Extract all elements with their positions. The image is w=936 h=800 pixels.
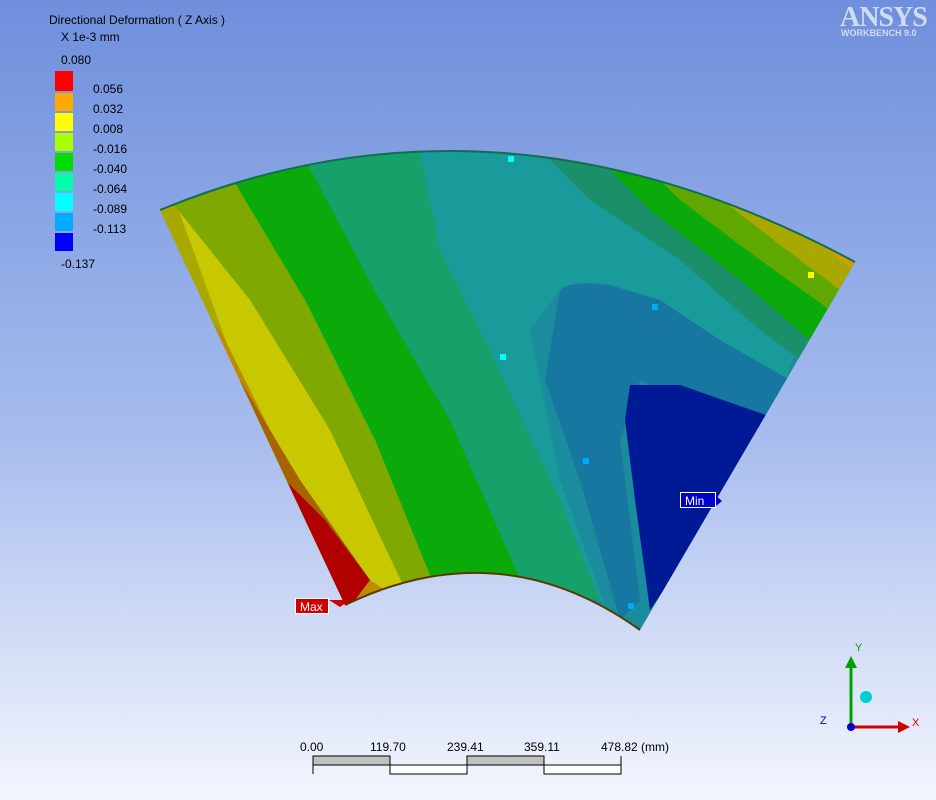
max-pointer — [329, 600, 350, 607]
band-sea-green — [300, 150, 600, 600]
legend-swatch-4 — [55, 153, 73, 171]
probe-marker — [652, 304, 658, 310]
probe-marker — [500, 354, 506, 360]
scale-tick-0: 0.00 — [300, 740, 324, 754]
legend-label-5: -0.064 — [93, 182, 128, 196]
legend-label-0: 0.056 — [93, 82, 124, 96]
scale-tick-2: 239.41 — [447, 740, 484, 754]
max-probe-label: Max — [295, 598, 329, 614]
band-right-yellow-green — [640, 160, 850, 310]
band-right-green — [580, 150, 840, 340]
sector-inner-edge — [344, 571, 641, 631]
triad-y-label: Y — [855, 642, 863, 654]
legend-swatch-7 — [55, 213, 73, 231]
band-yellow-olive — [160, 170, 440, 630]
workbench-version: WORKBENCH 9.0 — [841, 28, 917, 38]
legend-swatch-3 — [55, 133, 73, 151]
triad-iso-ball[interactable] — [860, 691, 872, 703]
legend-unit: X 1e-3 mm — [61, 30, 120, 44]
legend-label-7: -0.113 — [93, 222, 127, 236]
sector-outer-edge — [159, 149, 856, 263]
scale-tick-4: 478.82 (mm) — [601, 740, 670, 754]
probe-marker — [583, 458, 589, 464]
band-dark-teal — [520, 150, 830, 360]
legend-label-2: 0.008 — [93, 122, 124, 136]
scale-tick-3: 359.11 — [524, 740, 560, 754]
legend-swatch-0 — [55, 71, 73, 91]
probe-marker — [508, 156, 514, 162]
min-probe-label: Min — [680, 492, 716, 508]
scale-tick-1: 119.70 — [370, 740, 406, 754]
legend-label-4: -0.040 — [93, 162, 128, 176]
band-steel-blue — [545, 283, 790, 620]
legend-swatch-6 — [55, 193, 73, 211]
coordinate-triad[interactable] — [845, 656, 910, 733]
ansys-logo: ANSYS — [840, 2, 928, 33]
band-yellow-green — [170, 178, 440, 600]
scale-bar — [312, 755, 622, 775]
legend-max-value: 0.080 — [61, 53, 92, 67]
triad-z-label: Z — [820, 715, 827, 727]
legend-title: Directional Deformation ( Z Axis ) — [49, 13, 226, 27]
legend-label-6: -0.089 — [93, 202, 128, 216]
min-pointer — [716, 496, 722, 506]
legend-swatch-2 — [55, 113, 73, 131]
probe-marker — [628, 603, 634, 609]
legend-swatch-5 — [55, 173, 73, 191]
band-teal — [415, 150, 800, 620]
legend-swatch-8 — [55, 233, 73, 251]
legend-label-1: 0.032 — [93, 102, 124, 116]
triad-x-label: X — [912, 717, 920, 729]
legend-swatch-1 — [55, 93, 73, 111]
legend-label-3: -0.016 — [93, 142, 128, 156]
probe-marker — [808, 272, 814, 278]
legend-min-value: -0.137 — [61, 257, 96, 271]
band-green — [225, 150, 525, 600]
